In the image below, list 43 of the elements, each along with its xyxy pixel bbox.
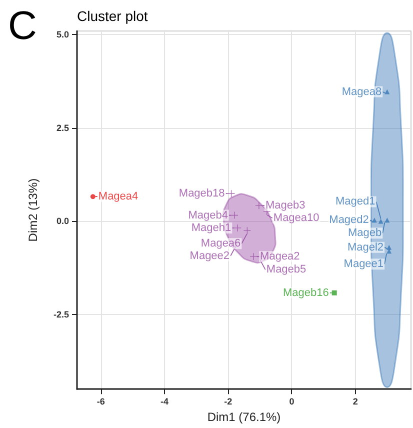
data-label: Magea2	[260, 250, 300, 263]
point	[332, 290, 337, 296]
data-label: Magee1	[344, 258, 384, 270]
data-label: Mageb5	[266, 264, 306, 276]
data-label: Magea10	[273, 212, 320, 224]
data-label: Mageb3	[265, 200, 306, 212]
data-label: Magea6	[200, 238, 241, 250]
y-tick-label: 0.0	[56, 216, 69, 226]
x-tick-label: -6	[96, 396, 105, 407]
data-label: Mageh1	[191, 222, 232, 234]
x-axis-title: Dim1 (76.1%)	[207, 410, 281, 424]
point	[250, 253, 258, 260]
data-label: Magea8	[342, 86, 382, 98]
data-label: Mageb16	[282, 286, 329, 299]
data-label: Magel2	[347, 241, 384, 254]
y-tick-label: 2.5	[56, 122, 69, 133]
point	[386, 248, 392, 254]
point	[378, 218, 384, 224]
data-label: Magea4	[98, 190, 138, 203]
x-tick-label: 0	[289, 396, 294, 407]
x-tick-label: -2	[224, 396, 232, 407]
y-tick-label: 5.0	[56, 30, 69, 40]
point	[386, 244, 392, 250]
point	[255, 202, 262, 210]
data-label: Mageb4	[188, 209, 228, 222]
point	[384, 218, 390, 223]
point	[244, 227, 251, 234]
point	[234, 224, 242, 232]
point	[372, 218, 377, 223]
x-tick-label: -4	[160, 396, 168, 407]
point	[230, 212, 238, 219]
chart-title: Cluster plot	[77, 8, 148, 24]
point	[90, 194, 96, 200]
data-label: Magee2	[190, 250, 230, 262]
y-tick-label: -2.5	[53, 309, 69, 320]
point	[384, 89, 390, 94]
data-label: Mageb	[348, 227, 382, 240]
text: C	[8, 4, 37, 48]
x-tick-label: 2	[352, 396, 358, 407]
data-label: Mageb18	[178, 188, 225, 200]
data-label: Maged2	[329, 214, 369, 226]
y-axis-title: Dim2 (13%)	[26, 178, 40, 242]
data-label: Maged1	[336, 196, 376, 208]
